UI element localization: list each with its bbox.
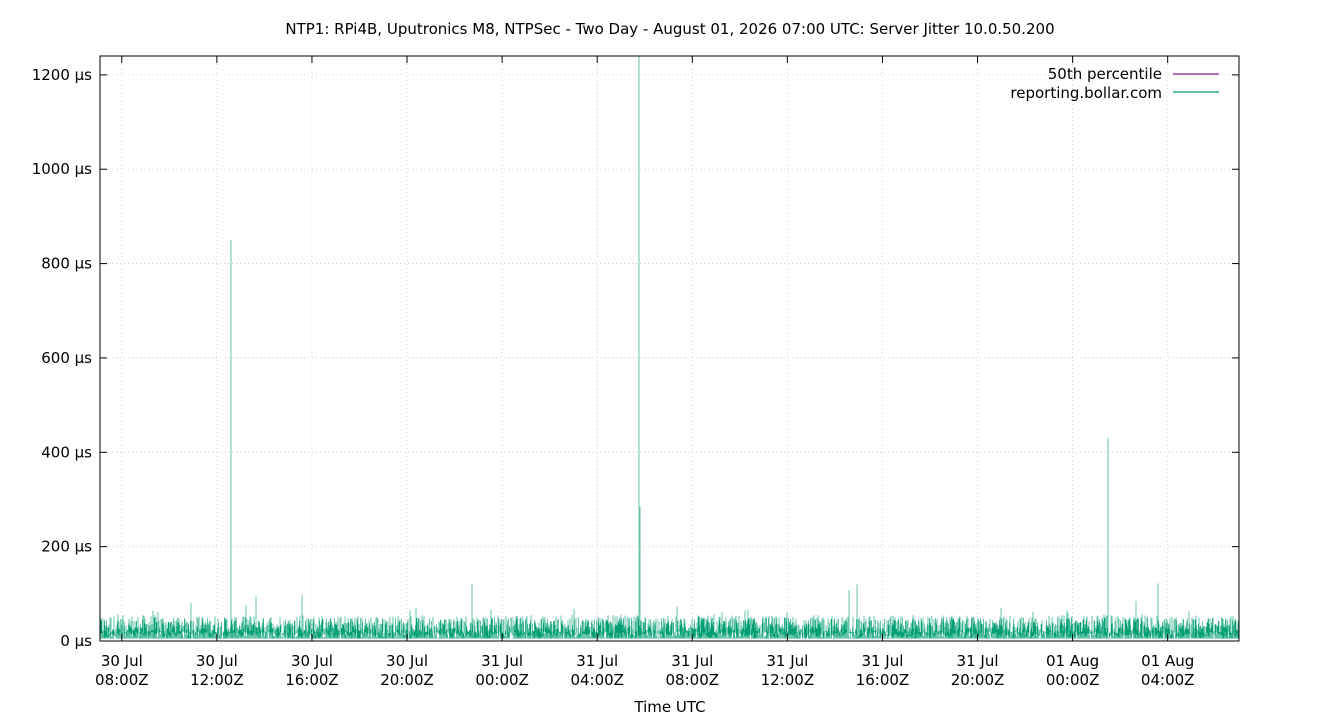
x-tick-label-date: 31 Jul: [671, 652, 713, 670]
x-tick-label-time: 12:00Z: [761, 671, 815, 689]
x-tick-label-date: 31 Jul: [481, 652, 523, 670]
x-tick-label-time: 04:00Z: [570, 671, 624, 689]
x-tick-label-date: 31 Jul: [861, 652, 903, 670]
x-tick-label-date: 30 Jul: [196, 652, 238, 670]
x-tick-label-time: 08:00Z: [666, 671, 720, 689]
legend: 50th percentile reporting.bollar.com: [1010, 65, 1219, 102]
legend-label-50th-percentile: 50th percentile: [1048, 65, 1162, 83]
x-tick-label-date: 31 Jul: [576, 652, 618, 670]
y-tick-label: 200 µs: [41, 538, 92, 556]
x-tick-label-time: 20:00Z: [380, 671, 434, 689]
x-tick-label-time: 08:00Z: [95, 671, 149, 689]
y-tick-label: 0 µs: [60, 632, 92, 650]
axis-ticks: 0 µs 200 µs 400 µs 600 µs 800 µs 1000 µs 1200 …: [32, 56, 1239, 689]
y-tick-label: 800 µs: [41, 255, 92, 273]
x-tick-label-date: 01 Aug: [1046, 652, 1099, 670]
chart-title: NTP1: RPi4B, Uputronics M8, NTPSec - Two…: [285, 20, 1054, 38]
x-tick-label-time: 12:00Z: [190, 671, 244, 689]
x-tick-label-time: 04:00Z: [1141, 671, 1195, 689]
x-tick-label-date: 30 Jul: [291, 652, 333, 670]
x-tick-label-time: 20:00Z: [951, 671, 1005, 689]
x-tick-label-date: 31 Jul: [957, 652, 999, 670]
x-tick-label-time: 00:00Z: [475, 671, 529, 689]
grid: [100, 56, 1239, 642]
x-tick-label-time: 16:00Z: [285, 671, 339, 689]
x-tick-label-date: 01 Aug: [1141, 652, 1194, 670]
x-tick-label-date: 30 Jul: [386, 652, 428, 670]
x-tick-label-date: 31 Jul: [766, 652, 808, 670]
x-tick-label-time: 00:00Z: [1046, 671, 1100, 689]
y-tick-label: 600 µs: [41, 349, 92, 367]
y-tick-label: 1200 µs: [32, 66, 92, 84]
series-layer: [99, 56, 1240, 639]
series-line-reporting-bollar: [99, 56, 1240, 639]
x-tick-label-date: 30 Jul: [101, 652, 143, 670]
plot-frame: [99, 55, 1240, 642]
legend-label-reporting-bollar: reporting.bollar.com: [1010, 84, 1162, 102]
y-tick-label: 1000 µs: [32, 160, 92, 178]
x-axis-label: Time UTC: [633, 698, 705, 716]
x-tick-label-time: 16:00Z: [856, 671, 910, 689]
y-tick-label: 400 µs: [41, 443, 92, 461]
